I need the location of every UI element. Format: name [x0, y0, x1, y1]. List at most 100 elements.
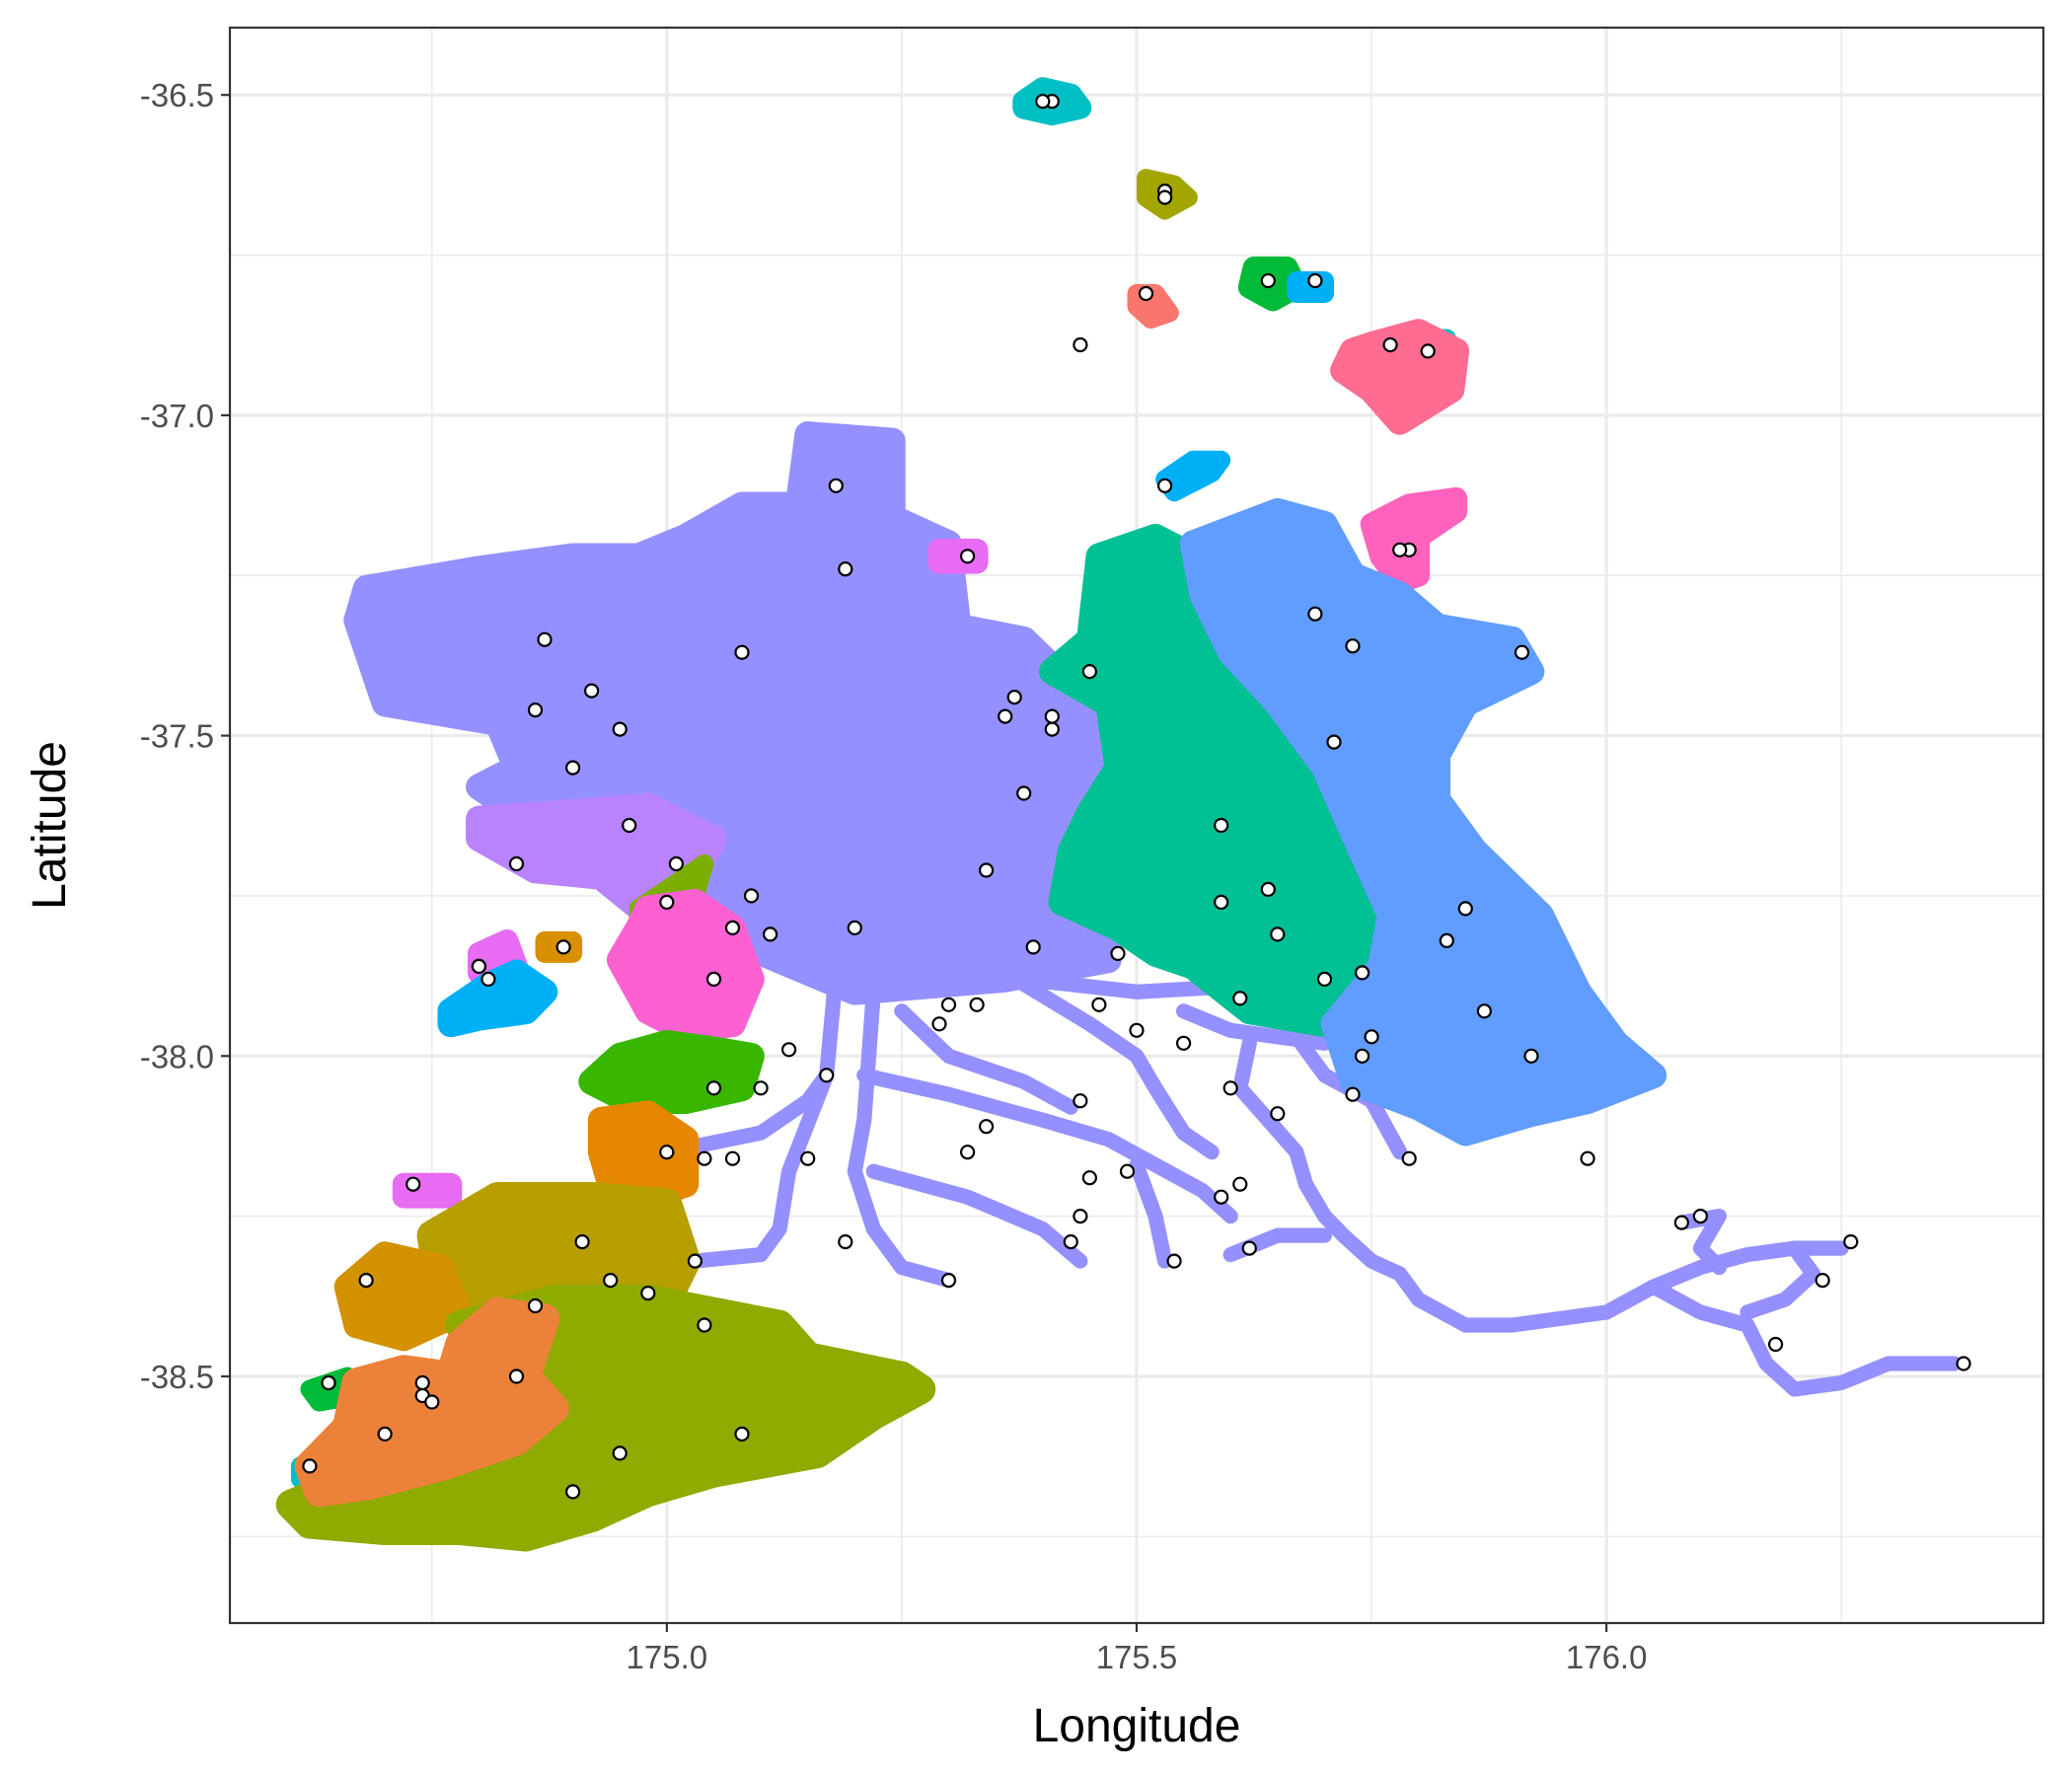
- data-point: [959, 1145, 976, 1160]
- data-point: [998, 708, 1013, 724]
- data-point: [697, 1150, 712, 1166]
- data-point: [1270, 1106, 1286, 1122]
- data-point: [1025, 939, 1041, 955]
- data-point: [1214, 894, 1229, 911]
- region-27: [1179, 497, 1667, 1147]
- data-point: [612, 721, 628, 737]
- data-point: [1354, 965, 1370, 981]
- data-point: [1260, 881, 1276, 898]
- data-point: [780, 1042, 797, 1058]
- data-point: [1214, 817, 1229, 834]
- data-point: [603, 1272, 619, 1289]
- data-point: [1580, 1150, 1595, 1166]
- x-tick-label: 175.5: [1096, 1639, 1178, 1675]
- data-point: [1814, 1272, 1830, 1289]
- data-point: [800, 1150, 816, 1166]
- data-point: [1073, 336, 1088, 353]
- region-river-25: [1739, 1240, 1821, 1320]
- data-point: [697, 1317, 712, 1333]
- data-point: [1175, 1035, 1192, 1051]
- data-point: [838, 1233, 853, 1250]
- data-point: [659, 1145, 675, 1160]
- data-point: [1364, 1029, 1379, 1045]
- data-point: [555, 939, 571, 955]
- data-point: [1514, 644, 1530, 660]
- data-point: [1270, 926, 1286, 942]
- data-point: [1091, 997, 1107, 1012]
- data-point: [734, 644, 750, 660]
- data-point: [705, 971, 722, 988]
- data-point: [724, 920, 741, 936]
- data-point: [1523, 1048, 1539, 1064]
- y-tick-label: -38.5: [140, 1359, 214, 1395]
- data-point: [762, 926, 778, 942]
- region-river-16: [940, 971, 1257, 999]
- data-point: [1307, 606, 1323, 622]
- data-point: [508, 1369, 525, 1384]
- y-tick-label: -37.5: [140, 718, 214, 755]
- data-point: [828, 478, 844, 493]
- data-point: [659, 894, 675, 911]
- data-point: [1316, 971, 1333, 988]
- x-tick-label: 176.0: [1566, 1639, 1648, 1675]
- data-point: [1326, 734, 1342, 750]
- data-point: [1232, 1176, 1248, 1192]
- data-point: [1457, 901, 1473, 917]
- plot-panel: [228, 26, 2045, 1625]
- data-point: [574, 1233, 590, 1250]
- data-point: [1016, 785, 1032, 801]
- data-point: [537, 631, 553, 647]
- data-point: [406, 1176, 421, 1192]
- data-point: [1063, 1233, 1078, 1250]
- data-point: [931, 1016, 947, 1032]
- data-point: [1166, 1253, 1182, 1269]
- data-point: [1439, 932, 1454, 949]
- points-layer: [302, 94, 1971, 1500]
- region-river-13: [856, 1068, 1238, 1224]
- data-point: [1476, 1003, 1493, 1019]
- data-point: [1382, 336, 1398, 353]
- data-point: [1307, 272, 1323, 289]
- data-point: [564, 1484, 581, 1500]
- data-point: [612, 1445, 628, 1461]
- data-point: [583, 683, 600, 699]
- y-tick-label: -38.0: [140, 1038, 214, 1074]
- data-point: [527, 702, 544, 718]
- data-point: [1392, 542, 1408, 557]
- data-point: [1073, 1208, 1088, 1224]
- data-point: [564, 760, 581, 776]
- region-river-17: [998, 965, 1220, 1160]
- data-point: [424, 1394, 440, 1410]
- region-31: [606, 889, 765, 1044]
- data-point: [1081, 663, 1098, 680]
- data-point: [743, 888, 760, 904]
- data-point: [978, 1119, 995, 1135]
- data-point: [377, 1426, 393, 1443]
- regions-layer: [275, 77, 1962, 1552]
- data-point: [1035, 94, 1051, 110]
- data-point: [527, 1297, 544, 1314]
- data-point: [1214, 1189, 1229, 1205]
- data-point: [959, 549, 976, 564]
- data-point: [1401, 1150, 1417, 1166]
- data-point: [1222, 1080, 1238, 1096]
- region-39: [333, 1241, 474, 1352]
- data-point: [1129, 1022, 1145, 1038]
- data-point: [1110, 945, 1126, 962]
- data-point: [1673, 1215, 1690, 1230]
- data-point: [1241, 1240, 1257, 1256]
- data-point: [1232, 991, 1248, 1006]
- data-point: [1843, 1233, 1859, 1250]
- region-35: [578, 1029, 765, 1115]
- x-tick-label: 175.0: [627, 1639, 708, 1675]
- data-point: [1138, 285, 1154, 302]
- y-tick-label: -36.5: [140, 77, 214, 113]
- data-point: [358, 1272, 374, 1289]
- data-point: [1354, 1048, 1370, 1064]
- y-axis: -36.5 -37.0 -37.5 -38.0 -38.5: [140, 77, 230, 1395]
- region-river-15: [894, 1003, 1078, 1115]
- data-point: [969, 997, 985, 1012]
- data-point: [1956, 1356, 1971, 1371]
- region-river-11: [687, 1068, 835, 1269]
